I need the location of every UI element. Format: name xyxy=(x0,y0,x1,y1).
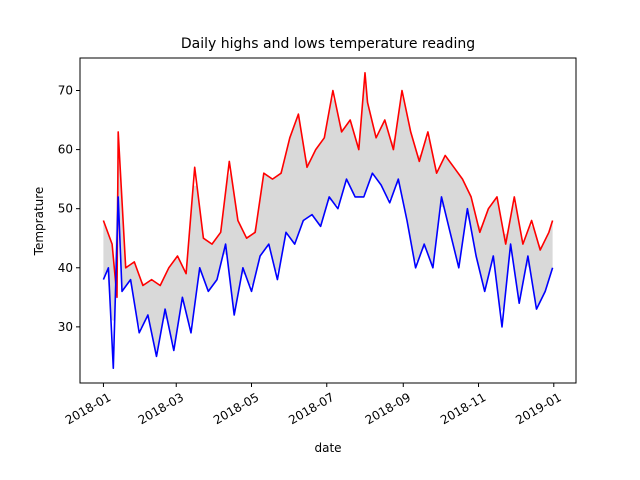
y-axis-label: Temprature xyxy=(32,187,46,257)
highs-line xyxy=(102,72,554,299)
x-axis-label: date xyxy=(314,441,341,455)
y-tick-label: 50 xyxy=(58,202,73,216)
lows-line xyxy=(102,172,554,370)
fill-between-polygon xyxy=(103,77,553,354)
fill-between-area xyxy=(103,77,553,354)
y-tick-label: 40 xyxy=(58,261,73,275)
y-tick-label: 60 xyxy=(58,143,73,157)
y-tick-label: 70 xyxy=(58,84,73,98)
chart-title: Daily highs and lows temperature reading xyxy=(181,36,475,52)
y-tick-label: 30 xyxy=(58,320,73,334)
y-axis-ticks: 30 40 50 60 70 xyxy=(58,84,80,334)
series-lines xyxy=(102,72,554,370)
plot-frame xyxy=(79,57,577,384)
